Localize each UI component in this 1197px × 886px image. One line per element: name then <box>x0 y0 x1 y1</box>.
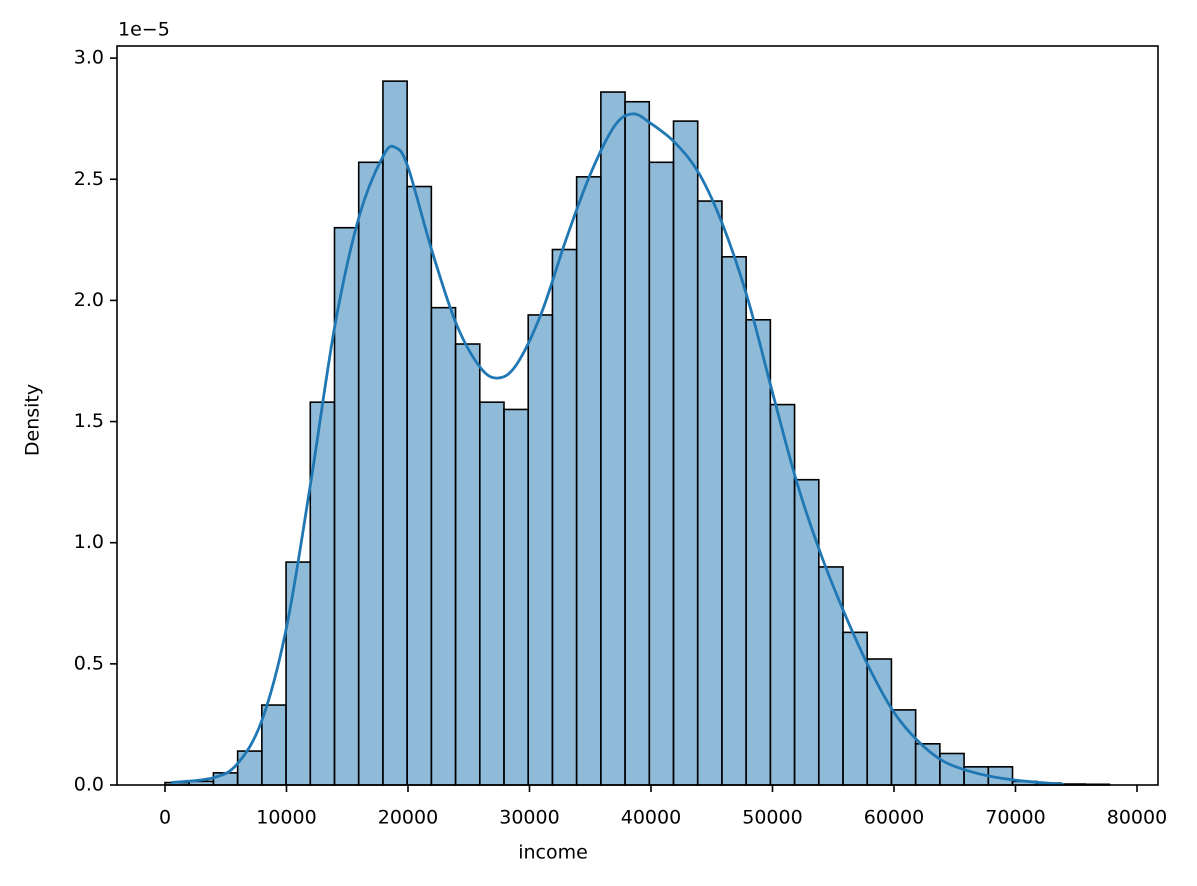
bar <box>793 478 820 786</box>
x-axis-label: income <box>518 842 588 864</box>
bar <box>478 401 505 786</box>
x-tick-label: 20000 <box>378 807 438 829</box>
plot-area <box>164 80 1111 786</box>
bar <box>261 704 287 786</box>
y-tick-label: 3.0 <box>74 47 104 69</box>
bar <box>624 100 651 786</box>
bar <box>503 408 530 786</box>
bar <box>285 561 312 786</box>
bar <box>527 314 554 786</box>
axes-frame <box>116 45 1159 786</box>
bar <box>357 161 384 786</box>
bar <box>769 403 796 786</box>
bar <box>672 120 699 786</box>
y-tick-label: 2.0 <box>74 289 104 311</box>
x-tick-label: 50000 <box>742 807 802 829</box>
y-offset-label: 1e−5 <box>118 19 170 41</box>
bar <box>866 658 893 786</box>
bar <box>382 80 408 786</box>
bar <box>696 200 723 786</box>
x-tick-label: 10000 <box>256 807 316 829</box>
bar <box>890 709 917 786</box>
bar <box>551 248 578 786</box>
bar <box>236 750 263 786</box>
bar <box>575 176 602 786</box>
bar <box>430 306 457 786</box>
y-tick-label: 1.5 <box>74 410 104 432</box>
y-tick-label: 1.0 <box>74 531 104 553</box>
bar <box>721 255 747 786</box>
y-axis-label: Density <box>22 384 44 456</box>
bar <box>406 185 433 786</box>
bar <box>745 318 772 786</box>
x-tick-label: 40000 <box>621 807 681 829</box>
y-tick-label: 2.5 <box>74 168 104 190</box>
kde-line <box>170 112 1065 786</box>
x-tick-label: 60000 <box>864 807 924 829</box>
bar <box>600 91 626 786</box>
y-tick-label: 0.0 <box>74 774 104 796</box>
bar <box>648 161 675 786</box>
x-tick-label: 0 <box>159 807 171 829</box>
bar <box>333 226 360 786</box>
bar <box>454 343 481 786</box>
x-tick-label: 30000 <box>499 807 559 829</box>
x-tick-label: 80000 <box>1107 807 1167 829</box>
y-tick-label: 0.5 <box>74 652 104 674</box>
x-tick-label: 70000 <box>985 807 1045 829</box>
